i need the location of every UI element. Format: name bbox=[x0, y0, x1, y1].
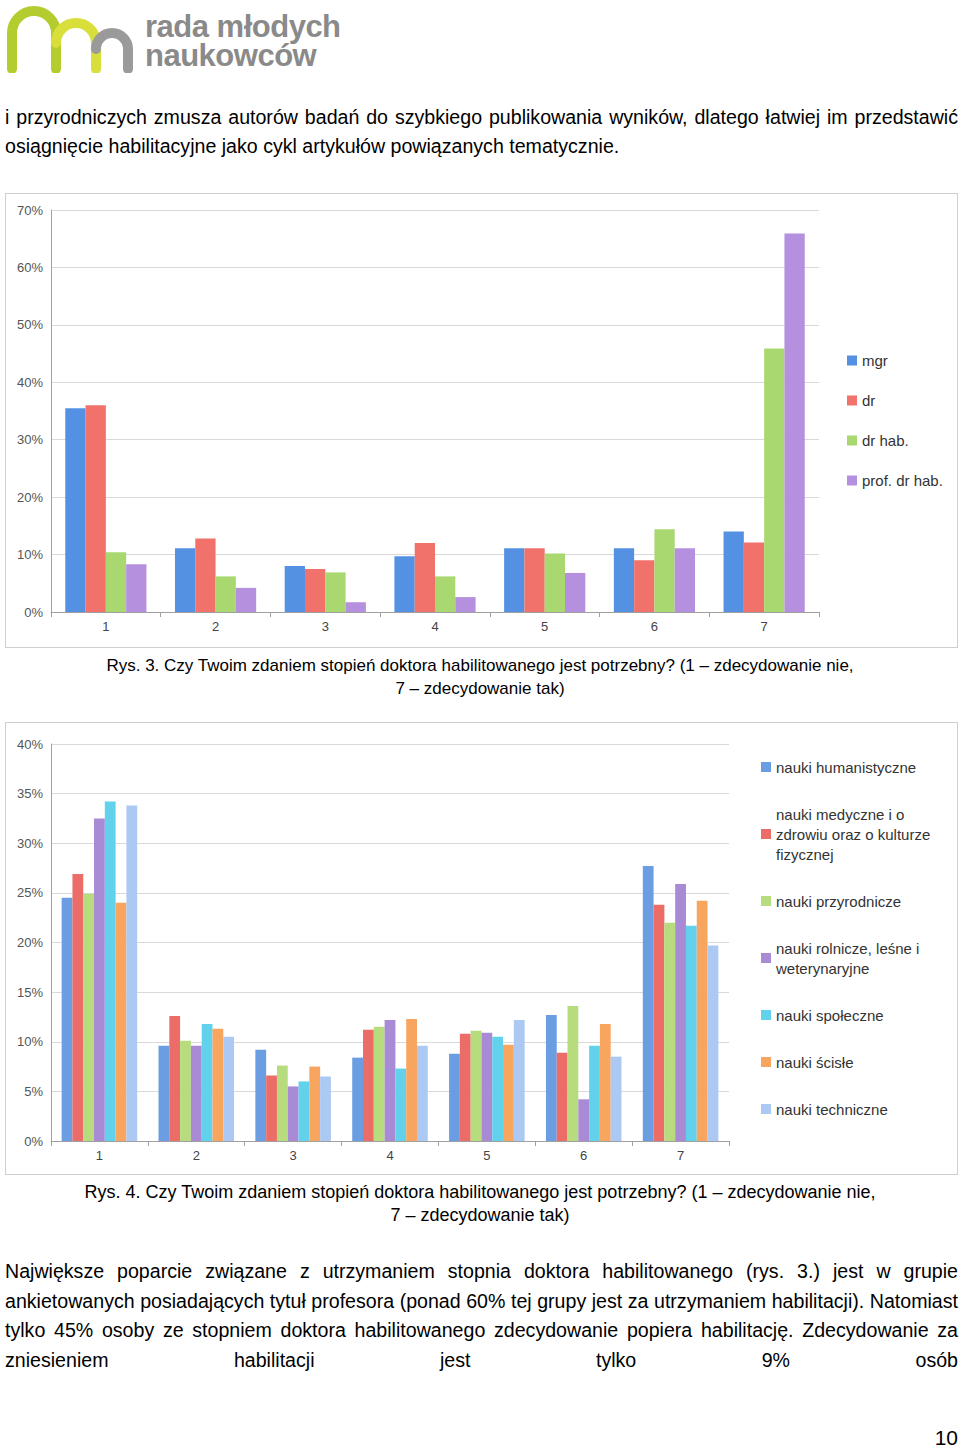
html-text:rada młodych naukowców: rada młodych naukowców bbox=[145, 9, 341, 73]
html-text:Rys. 4. Czy Twoim zdaniem stop: Rys. 4. Czy Twoim zdaniem stopień doktor… bbox=[84, 1182, 876, 1225]
svg-text:dr: dr bbox=[862, 392, 875, 409]
svg-text:nauki przyrodnicze: nauki przyrodnicze bbox=[776, 893, 901, 910]
svg-text:mgr: mgr bbox=[862, 352, 888, 369]
svg-text:3: 3 bbox=[290, 1148, 297, 1163]
svg-text:35%: 35% bbox=[17, 786, 43, 801]
svg-text:nauki humanistyczne: nauki humanistyczne bbox=[776, 759, 916, 776]
svg-text:7: 7 bbox=[761, 619, 768, 634]
svg-text:3: 3 bbox=[322, 619, 329, 634]
svg-text:weterynaryjne: weterynaryjne bbox=[775, 960, 869, 977]
svg-text:nauki społeczne: nauki społeczne bbox=[776, 1007, 884, 1024]
svg-text:20%: 20% bbox=[17, 935, 43, 950]
svg-text:5: 5 bbox=[541, 619, 548, 634]
svg-text:prof. dr hab.: prof. dr hab. bbox=[862, 472, 943, 489]
svg-text:nauki ścisłe: nauki ścisłe bbox=[776, 1054, 854, 1071]
svg-text:4: 4 bbox=[431, 619, 438, 634]
svg-text:30%: 30% bbox=[17, 432, 43, 447]
svg-text:2: 2 bbox=[212, 619, 219, 634]
svg-text:nauki medyczne i o: nauki medyczne i o bbox=[776, 806, 909, 823]
svg-text:30%: 30% bbox=[17, 836, 43, 851]
svg-text:50%: 50% bbox=[17, 317, 43, 332]
svg-text:25%: 25% bbox=[17, 885, 43, 900]
svg-text:10%: 10% bbox=[17, 547, 43, 562]
svg-text:40%: 40% bbox=[17, 737, 43, 752]
svg-text:15%: 15% bbox=[17, 985, 43, 1000]
svg-text:nauki rolnicze, leśne i: nauki rolnicze, leśne i bbox=[776, 940, 924, 957]
svg-text:dr hab.: dr hab. bbox=[862, 432, 909, 449]
svg-text:0%: 0% bbox=[24, 605, 43, 620]
svg-text:0%: 0% bbox=[24, 1134, 43, 1149]
svg-text:60%: 60% bbox=[17, 260, 43, 275]
svg-text:5%: 5% bbox=[24, 1084, 43, 1099]
svg-text:20%: 20% bbox=[17, 490, 43, 505]
svg-text:fizycznej: fizycznej bbox=[776, 846, 834, 863]
svg-text:zdrowiu oraz o kulturze: zdrowiu oraz o kulturze bbox=[776, 826, 934, 843]
svg-text:1: 1 bbox=[102, 619, 109, 634]
svg-text:6: 6 bbox=[580, 1148, 587, 1163]
svg-text:1: 1 bbox=[96, 1148, 103, 1163]
html-text:10: 10 bbox=[934, 1426, 958, 1449]
html-text:Największe poparcie związane z: Największe poparcie związane z utrzymani… bbox=[5, 1260, 958, 1371]
svg-text:40%: 40% bbox=[17, 375, 43, 390]
html-text:i przyrodniczych zmusza autoró: i przyrodniczych zmusza autorów badań do… bbox=[5, 106, 958, 157]
svg-text:5: 5 bbox=[483, 1148, 490, 1163]
svg-text:70%: 70% bbox=[17, 203, 43, 218]
svg-text:4: 4 bbox=[386, 1148, 393, 1163]
svg-text:nauki techniczne: nauki techniczne bbox=[776, 1101, 888, 1118]
svg-text:2: 2 bbox=[193, 1148, 200, 1163]
html-text:Rys. 3. Czy Twoim zdaniem stop: Rys. 3. Czy Twoim zdaniem stopień doktor… bbox=[106, 656, 854, 698]
svg-text:6: 6 bbox=[651, 619, 658, 634]
svg-text:10%: 10% bbox=[17, 1034, 43, 1049]
svg-text:7: 7 bbox=[677, 1148, 684, 1163]
